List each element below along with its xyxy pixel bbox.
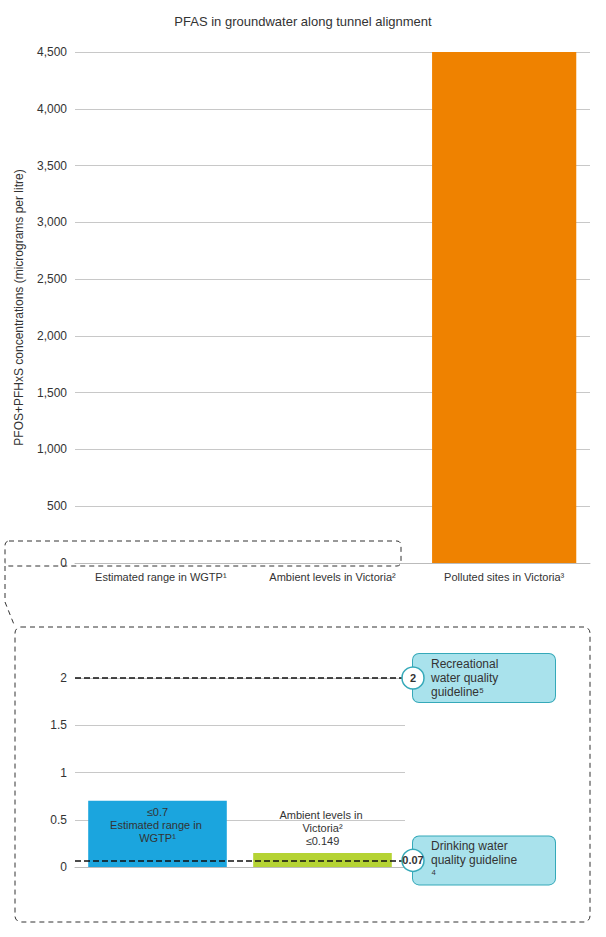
svg-text:2,000: 2,000 — [37, 329, 67, 343]
svg-text:PFAS in groundwater along tunn: PFAS in groundwater along tunnel alignme… — [174, 14, 432, 29]
svg-text:Ambient levels in: Ambient levels in — [279, 809, 365, 821]
svg-text:4,500: 4,500 — [37, 45, 67, 59]
svg-text:2: 2 — [410, 672, 416, 684]
svg-text:0.07: 0.07 — [402, 854, 423, 866]
svg-text:Estimated range in WGTP¹: Estimated range in WGTP¹ — [95, 571, 227, 583]
svg-text:Estimated range in: Estimated range in — [110, 819, 205, 831]
svg-text:WGTP¹: WGTP¹ — [139, 832, 176, 844]
svg-text:2: 2 — [60, 671, 67, 685]
svg-text:0.5: 0.5 — [50, 813, 67, 827]
svg-text:water quality: water quality — [430, 671, 502, 685]
svg-text:≤0.149: ≤0.149 — [306, 835, 340, 847]
svg-text:Drinking water: Drinking water — [431, 839, 511, 853]
svg-text:Polluted sites in Victoria³: Polluted sites in Victoria³ — [444, 571, 565, 583]
svg-text:0: 0 — [60, 556, 67, 570]
svg-text:⁴: ⁴ — [431, 867, 436, 881]
svg-text:4,000: 4,000 — [37, 102, 67, 116]
svg-text:quality guideline: quality guideline — [431, 853, 517, 867]
svg-text:Victoria²: Victoria² — [302, 822, 342, 834]
svg-text:2,500: 2,500 — [37, 272, 67, 286]
svg-text:3,500: 3,500 — [37, 159, 67, 173]
svg-text:1.5: 1.5 — [50, 718, 67, 732]
svg-text:Ambient levels in Victoria²: Ambient levels in Victoria² — [269, 571, 396, 583]
svg-text:1: 1 — [60, 766, 67, 780]
svg-text:500: 500 — [47, 499, 67, 513]
svg-text:≤0.7: ≤0.7 — [147, 806, 168, 818]
svg-text:3,000: 3,000 — [37, 215, 67, 229]
svg-text:1,500: 1,500 — [37, 386, 67, 400]
svg-text:Recreational: Recreational — [431, 657, 502, 671]
svg-text:PFOS+PFHxS concentrations (mic: PFOS+PFHxS concentrations (micrograms pe… — [12, 169, 26, 445]
svg-text:guideline⁵: guideline⁵ — [431, 685, 484, 699]
svg-text:0: 0 — [60, 860, 67, 874]
svg-text:1,000: 1,000 — [37, 442, 67, 456]
